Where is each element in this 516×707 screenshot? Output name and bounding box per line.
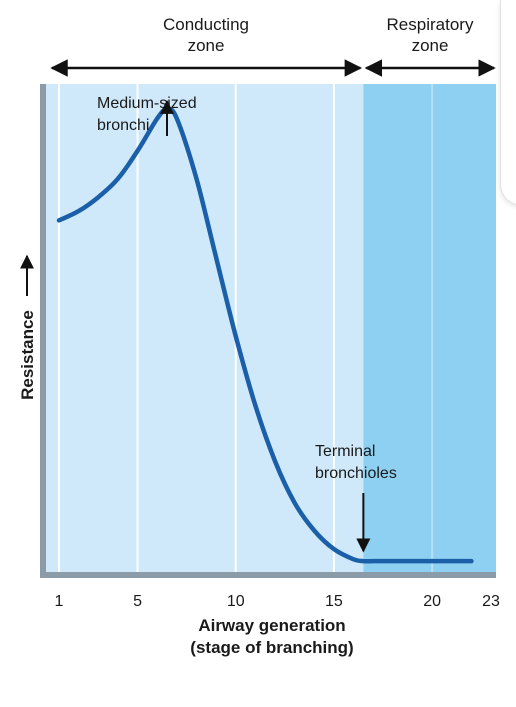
zone-band-1 xyxy=(363,84,496,572)
annotation-terminal-bronchioles: bronchioles xyxy=(315,465,397,482)
x-tick-label: 20 xyxy=(423,593,441,610)
annotations: Medium-sized bronchi Terminal bronchioles xyxy=(97,95,397,553)
y-axis-label: Resistance xyxy=(18,310,37,400)
x-axis-line xyxy=(40,572,496,578)
zone-label: Conducting xyxy=(163,15,249,34)
gridlines xyxy=(58,84,434,572)
zone-label: zone xyxy=(412,36,449,55)
resistance-curve xyxy=(56,106,474,564)
axes xyxy=(40,84,496,578)
annotation-medium-bronchi: bronchi xyxy=(97,117,149,134)
y-axis-line xyxy=(40,84,46,578)
annotation-terminal-bronchioles: Terminal xyxy=(315,443,375,460)
x-tick-label: 1 xyxy=(55,593,64,610)
zone-label: zone xyxy=(188,36,225,55)
x-tick-label: 5 xyxy=(133,593,142,610)
x-axis-label: Airway generation xyxy=(198,616,345,635)
series xyxy=(56,106,474,564)
x-tick-label: 15 xyxy=(325,593,343,610)
zone-backgrounds xyxy=(40,84,496,572)
x-tick-label: 10 xyxy=(227,593,245,610)
annotation-medium-bronchi: Medium-sized xyxy=(97,95,197,112)
zone-band-0 xyxy=(40,84,364,572)
zone-label: Respiratory xyxy=(387,15,474,34)
x-axis-sublabel: (stage of branching) xyxy=(190,638,353,657)
x-tick-label: 23 xyxy=(482,593,500,610)
